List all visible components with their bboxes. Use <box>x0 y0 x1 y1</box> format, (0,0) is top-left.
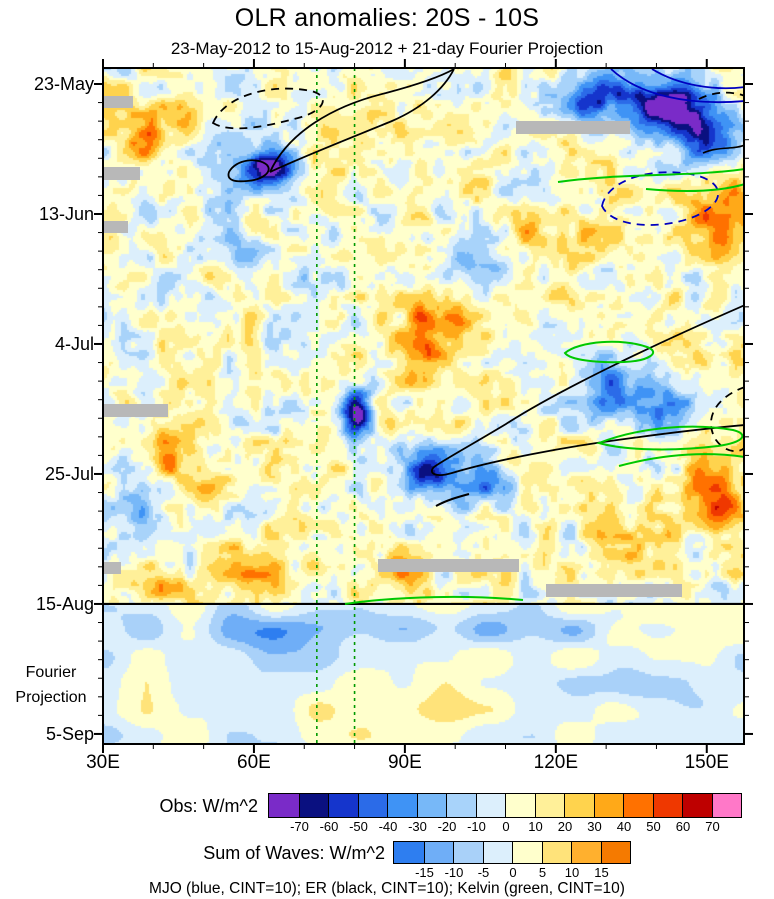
colorbar-segment <box>387 794 417 817</box>
chart-subtitle: 23-May-2012 to 15-Aug-2012 + 21-day Four… <box>170 39 604 58</box>
colorbar-tick-label: 70 <box>705 819 720 834</box>
colorbar-tick-label: -10 <box>444 865 464 880</box>
missing-data-block <box>103 562 121 574</box>
waves-colorbar <box>393 841 631 864</box>
x-tick-label: 120E <box>533 752 578 773</box>
colorbar-segment <box>269 794 299 817</box>
colorbar-tick-label: -5 <box>477 865 490 880</box>
kelvin-contour <box>563 340 654 364</box>
missing-data-block <box>103 167 140 180</box>
plot-border <box>102 67 745 745</box>
y-tick-label: 5-Sep <box>45 723 94 744</box>
colorbar-segment <box>534 794 564 817</box>
colorbar-tick-label: 40 <box>616 819 632 834</box>
y-tick-label: 25-Jul <box>44 463 94 484</box>
colorbar-tick-label: -60 <box>319 819 339 834</box>
colorbar-tick-label: 20 <box>557 819 573 834</box>
obs-colorbar <box>268 793 742 818</box>
mjo-contour <box>651 68 744 90</box>
y-tick-label: 4-Jul <box>54 333 94 354</box>
x-tick-label: 30E <box>86 752 120 773</box>
colorbar-tick-label: -70 <box>290 819 309 834</box>
colorbar-segment <box>394 842 424 863</box>
missing-data-block <box>103 404 168 417</box>
colorbar-segment <box>475 794 505 817</box>
colorbar-segment <box>652 794 682 817</box>
colorbar-tick-label: 15 <box>594 865 609 880</box>
colorbar-segment <box>711 794 741 817</box>
colorbar-segment <box>328 794 358 817</box>
missing-data-block <box>378 559 519 572</box>
colorbar-tick-label: 60 <box>675 819 691 834</box>
er-contour <box>431 304 744 476</box>
colorbar-tick-label: -40 <box>378 819 398 834</box>
colorbar-tick-label: 0 <box>502 819 510 834</box>
er-contour-dashed <box>698 91 744 100</box>
kelvin-contour <box>618 453 744 467</box>
colorbar-tick-label: 30 <box>587 819 602 834</box>
colorbar-segment <box>453 842 483 863</box>
kelvin-contour <box>645 183 744 193</box>
colorbar-segment <box>593 794 623 817</box>
colorbar-segment <box>600 842 630 863</box>
missing-data-block <box>516 121 630 134</box>
y-tick-label: 13-Jun <box>38 203 94 224</box>
colorbar-tick-label: 5 <box>538 865 547 880</box>
contour-legend: MJO (blue, CINT=10); ER (black, CINT=10)… <box>149 880 625 897</box>
missing-data-block <box>103 96 133 108</box>
y-tick-label: 23-May <box>33 74 94 94</box>
fourier-annotation-line1: Fourier <box>25 664 77 681</box>
er-contour <box>269 68 455 173</box>
colorbar-tick-label: -10 <box>467 819 486 834</box>
kelvin-contour <box>595 425 744 451</box>
colorbar-segment <box>482 842 512 863</box>
missing-data-block <box>103 221 128 233</box>
colorbar-segment <box>357 794 387 817</box>
mjo-contour <box>610 68 744 104</box>
x-tick-label: 90E <box>387 752 422 773</box>
colorbar-segment <box>446 794 476 817</box>
er-contour <box>702 144 744 154</box>
er-contour <box>269 68 455 173</box>
obs-colorbar-title: Obs: W/m^2 <box>159 796 258 816</box>
colorbar-tick-label: -50 <box>349 819 368 834</box>
er-contour <box>435 493 470 507</box>
colorbar-tick-label: -15 <box>415 865 434 880</box>
missing-data-block <box>546 584 682 597</box>
er-contour-dashed <box>710 386 744 453</box>
er-contour <box>227 159 270 183</box>
er-contour-dashed <box>211 87 324 130</box>
fourier-projection-annotation: Fourier Projection <box>4 660 98 710</box>
anomaly-field-canvas <box>103 68 744 744</box>
colorbar-segment <box>571 842 601 863</box>
kelvin-contour <box>557 168 744 183</box>
colorbar-segment <box>298 794 328 817</box>
colorbar-tick-label: 50 <box>646 819 661 834</box>
colorbar-segment <box>623 794 653 817</box>
colorbar-tick-label: 0 <box>509 865 517 880</box>
fourier-annotation-line2: Projection <box>15 689 87 706</box>
colorbar-segment <box>423 842 453 863</box>
chart-title: OLR anomalies: 20S - 10S <box>234 4 540 32</box>
colorbar-tick-label: 10 <box>564 865 580 880</box>
colorbar-segment <box>505 794 535 817</box>
waves-colorbar-title: Sum of Waves: W/m^2 <box>203 843 385 863</box>
colorbar-segment <box>564 794 594 817</box>
x-tick-label: 60E <box>237 752 271 773</box>
colorbar-segment <box>682 794 712 817</box>
mjo-contour-dashed <box>601 171 719 226</box>
colorbar-tick-label: -20 <box>437 819 457 834</box>
y-tick-label: 15-Aug <box>35 593 94 614</box>
colorbar-tick-label: -30 <box>408 819 427 834</box>
x-tick-label: 150E <box>684 752 729 773</box>
colorbar-segment <box>512 842 542 863</box>
kelvin-contour <box>344 595 524 605</box>
colorbar-tick-label: 10 <box>528 819 543 834</box>
colorbar-segment <box>416 794 446 817</box>
colorbar-segment <box>541 842 571 863</box>
